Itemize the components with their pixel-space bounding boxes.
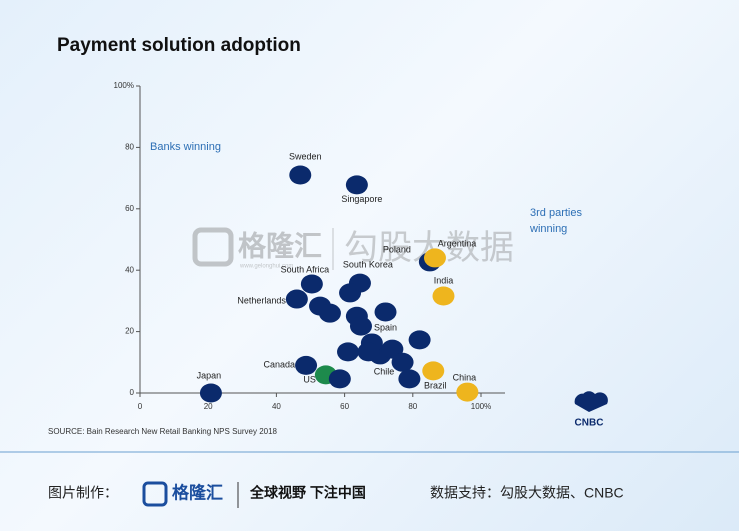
point-label: Spain [374,322,397,332]
point [289,165,312,185]
point [318,303,341,323]
point-label: Chile [374,366,395,376]
watermark-url: www.gelonghui.com [239,264,293,270]
y-tick-label: 20 [125,327,134,336]
point [422,361,445,381]
y-tick-label: 100% [114,81,134,90]
watermark-brand: 格隆汇 [238,230,322,261]
cnbc-logo: CNBC [574,391,608,429]
point [345,175,368,195]
point [423,248,446,268]
watermark-icon [192,227,234,267]
x-tick-label: 0 [138,402,143,411]
y-tick-label: 60 [125,204,134,213]
point-label: China [453,372,477,382]
annotation: Banks winning [150,141,221,153]
x-tick-label: 40 [272,402,281,411]
point-label: Argentina [438,238,477,248]
y-tick-label: 0 [130,388,135,397]
point-label: US [303,374,316,384]
x-tick-label: 80 [408,402,417,411]
point [339,283,362,303]
x-tick-label: 20 [204,402,213,411]
point-label: Poland [383,244,411,254]
point [337,342,360,362]
footer-data-support: 数据支持：勾股大数据、CNBC [430,485,624,501]
point [408,330,431,350]
chart-title: Payment solution adoption [57,35,301,56]
footer-made-by: 图片制作： [48,485,118,501]
logo-peacock [574,391,608,412]
point [328,369,351,389]
point-label: India [434,275,454,285]
point-label: Japan [197,370,222,380]
point [199,383,222,403]
footer-brand: 格隆汇 [172,482,223,502]
point-label: South Africa [281,264,330,274]
point [285,289,308,309]
point [300,274,323,294]
point [295,355,318,375]
y-tick-label: 80 [125,143,134,152]
point-label: Netherlands [237,295,286,305]
footer-slogan: 全球视野 下注中国 [249,485,366,501]
x-tick-label: 60 [340,402,349,411]
point-label: Canada [264,360,296,370]
point-label: South Korea [343,259,393,269]
point-label: Sweden [289,151,322,161]
x-tick-label: 100% [471,402,491,411]
point [391,352,414,372]
footer-icon [142,481,168,507]
point [374,302,397,322]
point [432,286,455,306]
annotation: winning [529,223,567,235]
point-label: Brazil [424,380,447,390]
point [456,382,479,402]
annotation: 3rd parties [530,207,582,219]
watermark: 格隆汇 www.gelonghui.com 勾股大数据 [192,227,514,270]
y-tick-label: 40 [125,265,134,274]
point [398,369,421,389]
logo-text: CNBC [575,418,604,429]
point [357,342,380,362]
source: SOURCE: Bain Research New Retail Banking… [48,427,278,436]
point-label: Singapore [341,194,382,204]
point [349,316,372,336]
